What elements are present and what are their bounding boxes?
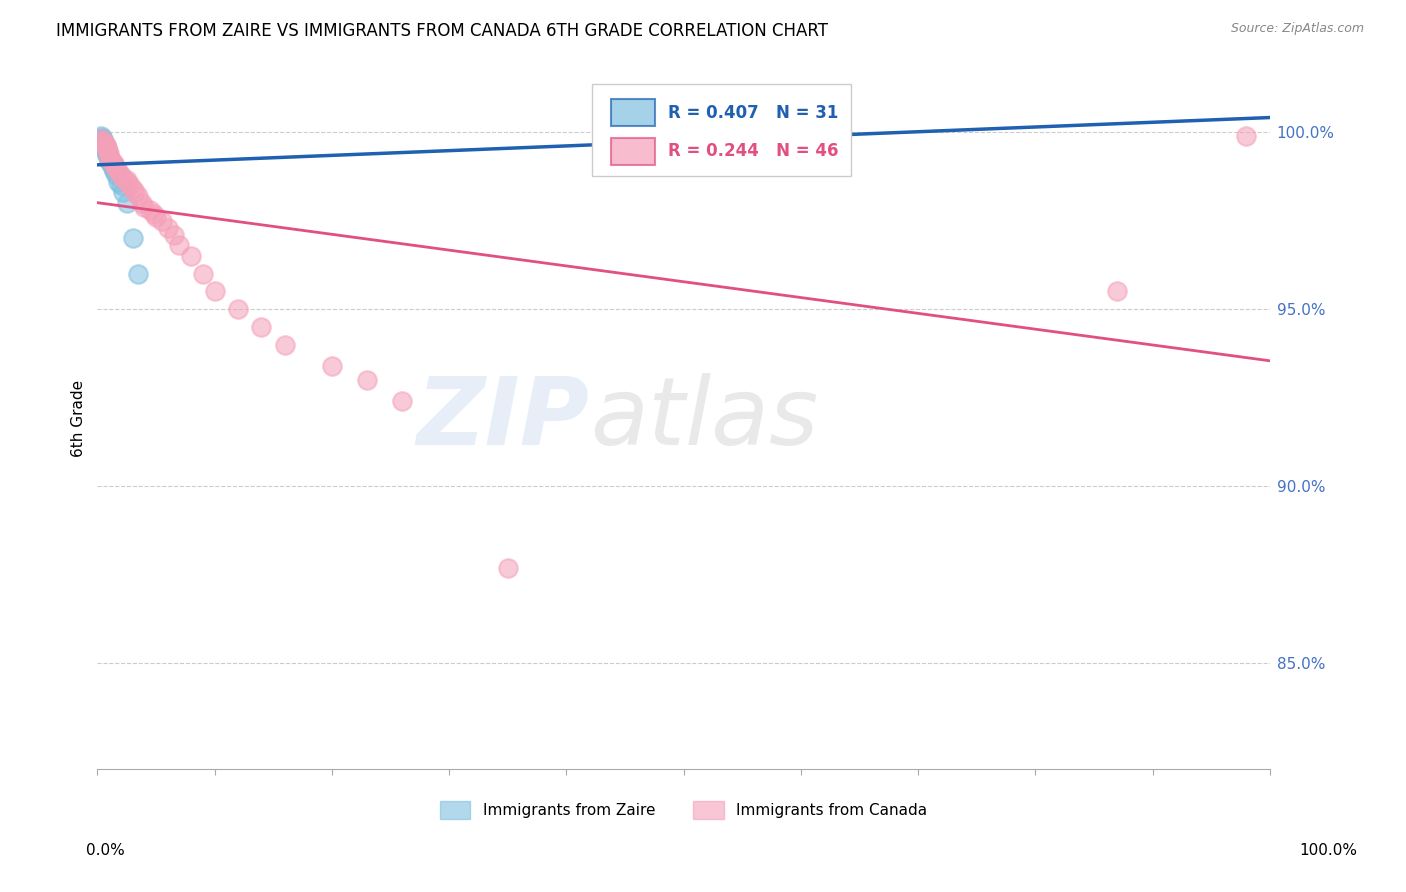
Point	[91, 134, 114, 148]
Point	[391, 394, 413, 409]
Point	[110, 178, 132, 193]
Point	[98, 150, 121, 164]
Point	[91, 139, 114, 153]
Point	[121, 231, 143, 245]
Point	[105, 168, 128, 182]
Point	[112, 171, 135, 186]
Point	[274, 337, 297, 351]
FancyBboxPatch shape	[610, 99, 655, 126]
Point	[98, 153, 121, 168]
Text: IMMIGRANTS FROM ZAIRE VS IMMIGRANTS FROM CANADA 6TH GRADE CORRELATION CHART: IMMIGRANTS FROM ZAIRE VS IMMIGRANTS FROM…	[56, 22, 828, 40]
Text: ZIP: ZIP	[418, 373, 589, 465]
Text: R = 0.407   N = 31: R = 0.407 N = 31	[668, 103, 839, 121]
Point	[204, 285, 226, 299]
Point	[98, 152, 121, 166]
Point	[180, 249, 202, 263]
Point	[110, 168, 132, 182]
Point	[191, 267, 214, 281]
Point	[96, 143, 118, 157]
Point	[496, 560, 519, 574]
Point	[93, 136, 115, 150]
Point	[134, 200, 156, 214]
Point	[250, 319, 273, 334]
Point	[94, 139, 117, 153]
Point	[321, 359, 343, 373]
Point	[356, 373, 378, 387]
Point	[93, 139, 115, 153]
Point	[96, 146, 118, 161]
Point	[107, 164, 129, 178]
Point	[672, 127, 695, 141]
Point	[696, 128, 718, 143]
Point	[101, 161, 124, 175]
Point	[94, 137, 117, 152]
Point	[98, 150, 121, 164]
Point	[94, 146, 117, 161]
Point	[127, 189, 149, 203]
Point	[97, 145, 120, 159]
Point	[97, 150, 120, 164]
FancyBboxPatch shape	[610, 138, 655, 164]
Point	[100, 153, 122, 168]
Point	[801, 127, 824, 141]
Point	[105, 161, 128, 175]
Point	[90, 128, 112, 143]
Point	[98, 153, 121, 168]
Text: R = 0.244   N = 46: R = 0.244 N = 46	[668, 142, 839, 161]
Point	[131, 196, 153, 211]
Point	[169, 238, 191, 252]
Point	[90, 132, 112, 146]
Point	[1107, 285, 1129, 299]
Point	[94, 143, 117, 157]
Point	[226, 302, 249, 317]
Point	[101, 155, 124, 169]
Point	[103, 164, 125, 178]
Point	[112, 186, 135, 200]
Point	[96, 141, 118, 155]
Point	[145, 210, 167, 224]
Point	[1234, 128, 1257, 143]
Text: 0.0%: 0.0%	[86, 843, 125, 858]
Point	[91, 132, 114, 146]
Point	[150, 213, 173, 227]
Text: Source: ZipAtlas.com: Source: ZipAtlas.com	[1230, 22, 1364, 36]
Point	[115, 173, 138, 187]
Point	[139, 203, 162, 218]
Point	[162, 227, 184, 242]
Text: atlas: atlas	[589, 374, 818, 465]
Point	[91, 136, 114, 150]
Point	[100, 157, 122, 171]
Point	[98, 146, 121, 161]
Point	[156, 220, 179, 235]
Point	[91, 130, 114, 145]
Point	[121, 182, 143, 196]
Point	[94, 139, 117, 153]
Point	[103, 157, 125, 171]
Point	[107, 175, 129, 189]
Point	[96, 143, 118, 157]
FancyBboxPatch shape	[592, 84, 851, 176]
Point	[93, 136, 115, 150]
Point	[127, 267, 149, 281]
Point	[120, 178, 142, 193]
Point	[91, 136, 114, 150]
Y-axis label: 6th Grade: 6th Grade	[72, 380, 86, 458]
Point	[124, 186, 146, 200]
Point	[142, 206, 165, 220]
Point	[115, 175, 138, 189]
Text: 100.0%: 100.0%	[1299, 843, 1358, 858]
Point	[104, 159, 127, 173]
Point	[90, 132, 112, 146]
Point	[115, 196, 138, 211]
Legend: Immigrants from Zaire, Immigrants from Canada: Immigrants from Zaire, Immigrants from C…	[434, 795, 934, 825]
